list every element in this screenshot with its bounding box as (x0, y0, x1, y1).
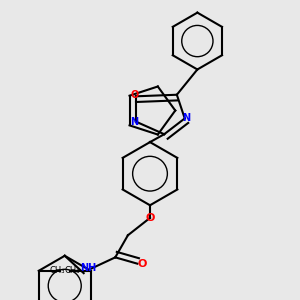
Text: NH: NH (80, 263, 97, 273)
Text: CH₃: CH₃ (50, 266, 65, 275)
Text: O: O (130, 90, 138, 100)
Text: O: O (145, 213, 155, 223)
Text: O: O (137, 259, 147, 269)
Text: N: N (130, 117, 138, 127)
Text: CH₃: CH₃ (64, 266, 80, 275)
Text: N: N (182, 113, 190, 123)
